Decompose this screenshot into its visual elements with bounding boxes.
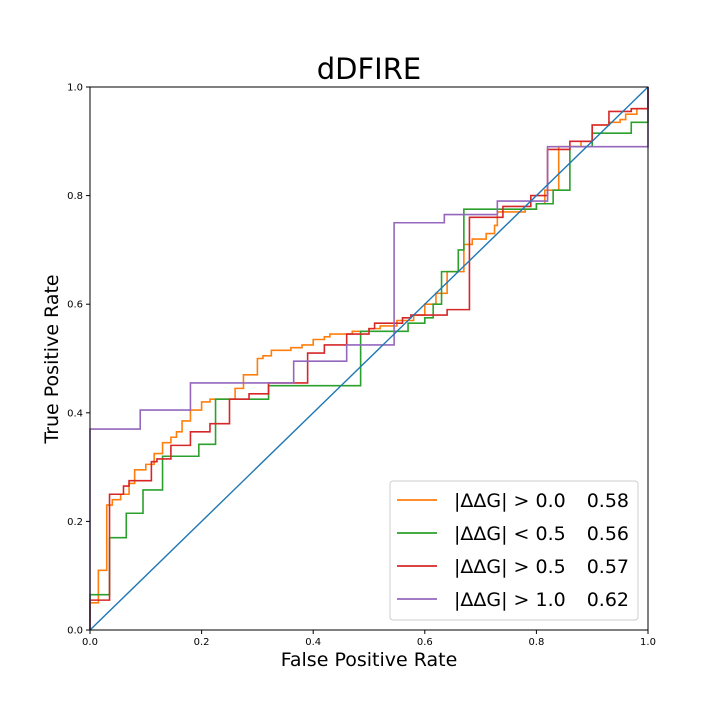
series-line-4 [89,87,649,630]
legend-score-3: 0.57 [587,556,629,578]
series-line-1 [89,87,649,630]
diagonal-reference-line [89,86,649,631]
legend-label-4: |ΔΔG| > 1.0 [454,589,566,611]
series-line-2 [89,87,649,630]
y-axis-ticks: 0.0 0.2 0.4 0.6 0.8 1.0 [67,83,90,637]
y-tick-label: 0.2 [67,517,83,528]
legend-label-1: |ΔΔG| > 0.0 [454,490,566,512]
x-tick-label: 0.8 [528,637,544,648]
y-tick-label: 0.0 [67,626,83,637]
x-tick-label: 0.0 [82,637,98,648]
chart-title: dDFIRE [317,52,421,86]
y-tick-label: 0.4 [67,408,83,419]
plot-frame [89,86,649,631]
series-line-3 [89,87,649,630]
legend-score-4: 0.62 [587,589,629,611]
x-tick-label: 1.0 [640,637,656,648]
legend-label-3: |ΔΔG| > 0.5 [454,556,566,578]
y-tick-label: 0.8 [67,191,83,202]
x-axis-ticks: 0.0 0.2 0.4 0.6 0.8 1.0 [82,630,656,648]
legend-score-2: 0.56 [587,523,629,545]
x-axis-label: False Positive Rate [281,649,458,671]
legend: |ΔΔG| > 0.0 0.58 |ΔΔG| < 0.5 0.56 |ΔΔG| > 0.… [389,480,639,621]
y-axis-label: True Positive Rate [41,274,63,444]
legend-label-2: |ΔΔG| < 0.5 [454,523,566,545]
x-tick-label: 0.2 [194,637,210,648]
legend-score-1: 0.58 [587,490,629,512]
legend-box [389,480,639,621]
series-lines [89,86,649,631]
y-tick-label: 0.6 [67,300,83,311]
x-tick-label: 0.4 [305,637,321,648]
x-tick-label: 0.6 [417,637,433,648]
y-tick-label: 1.0 [67,83,83,94]
